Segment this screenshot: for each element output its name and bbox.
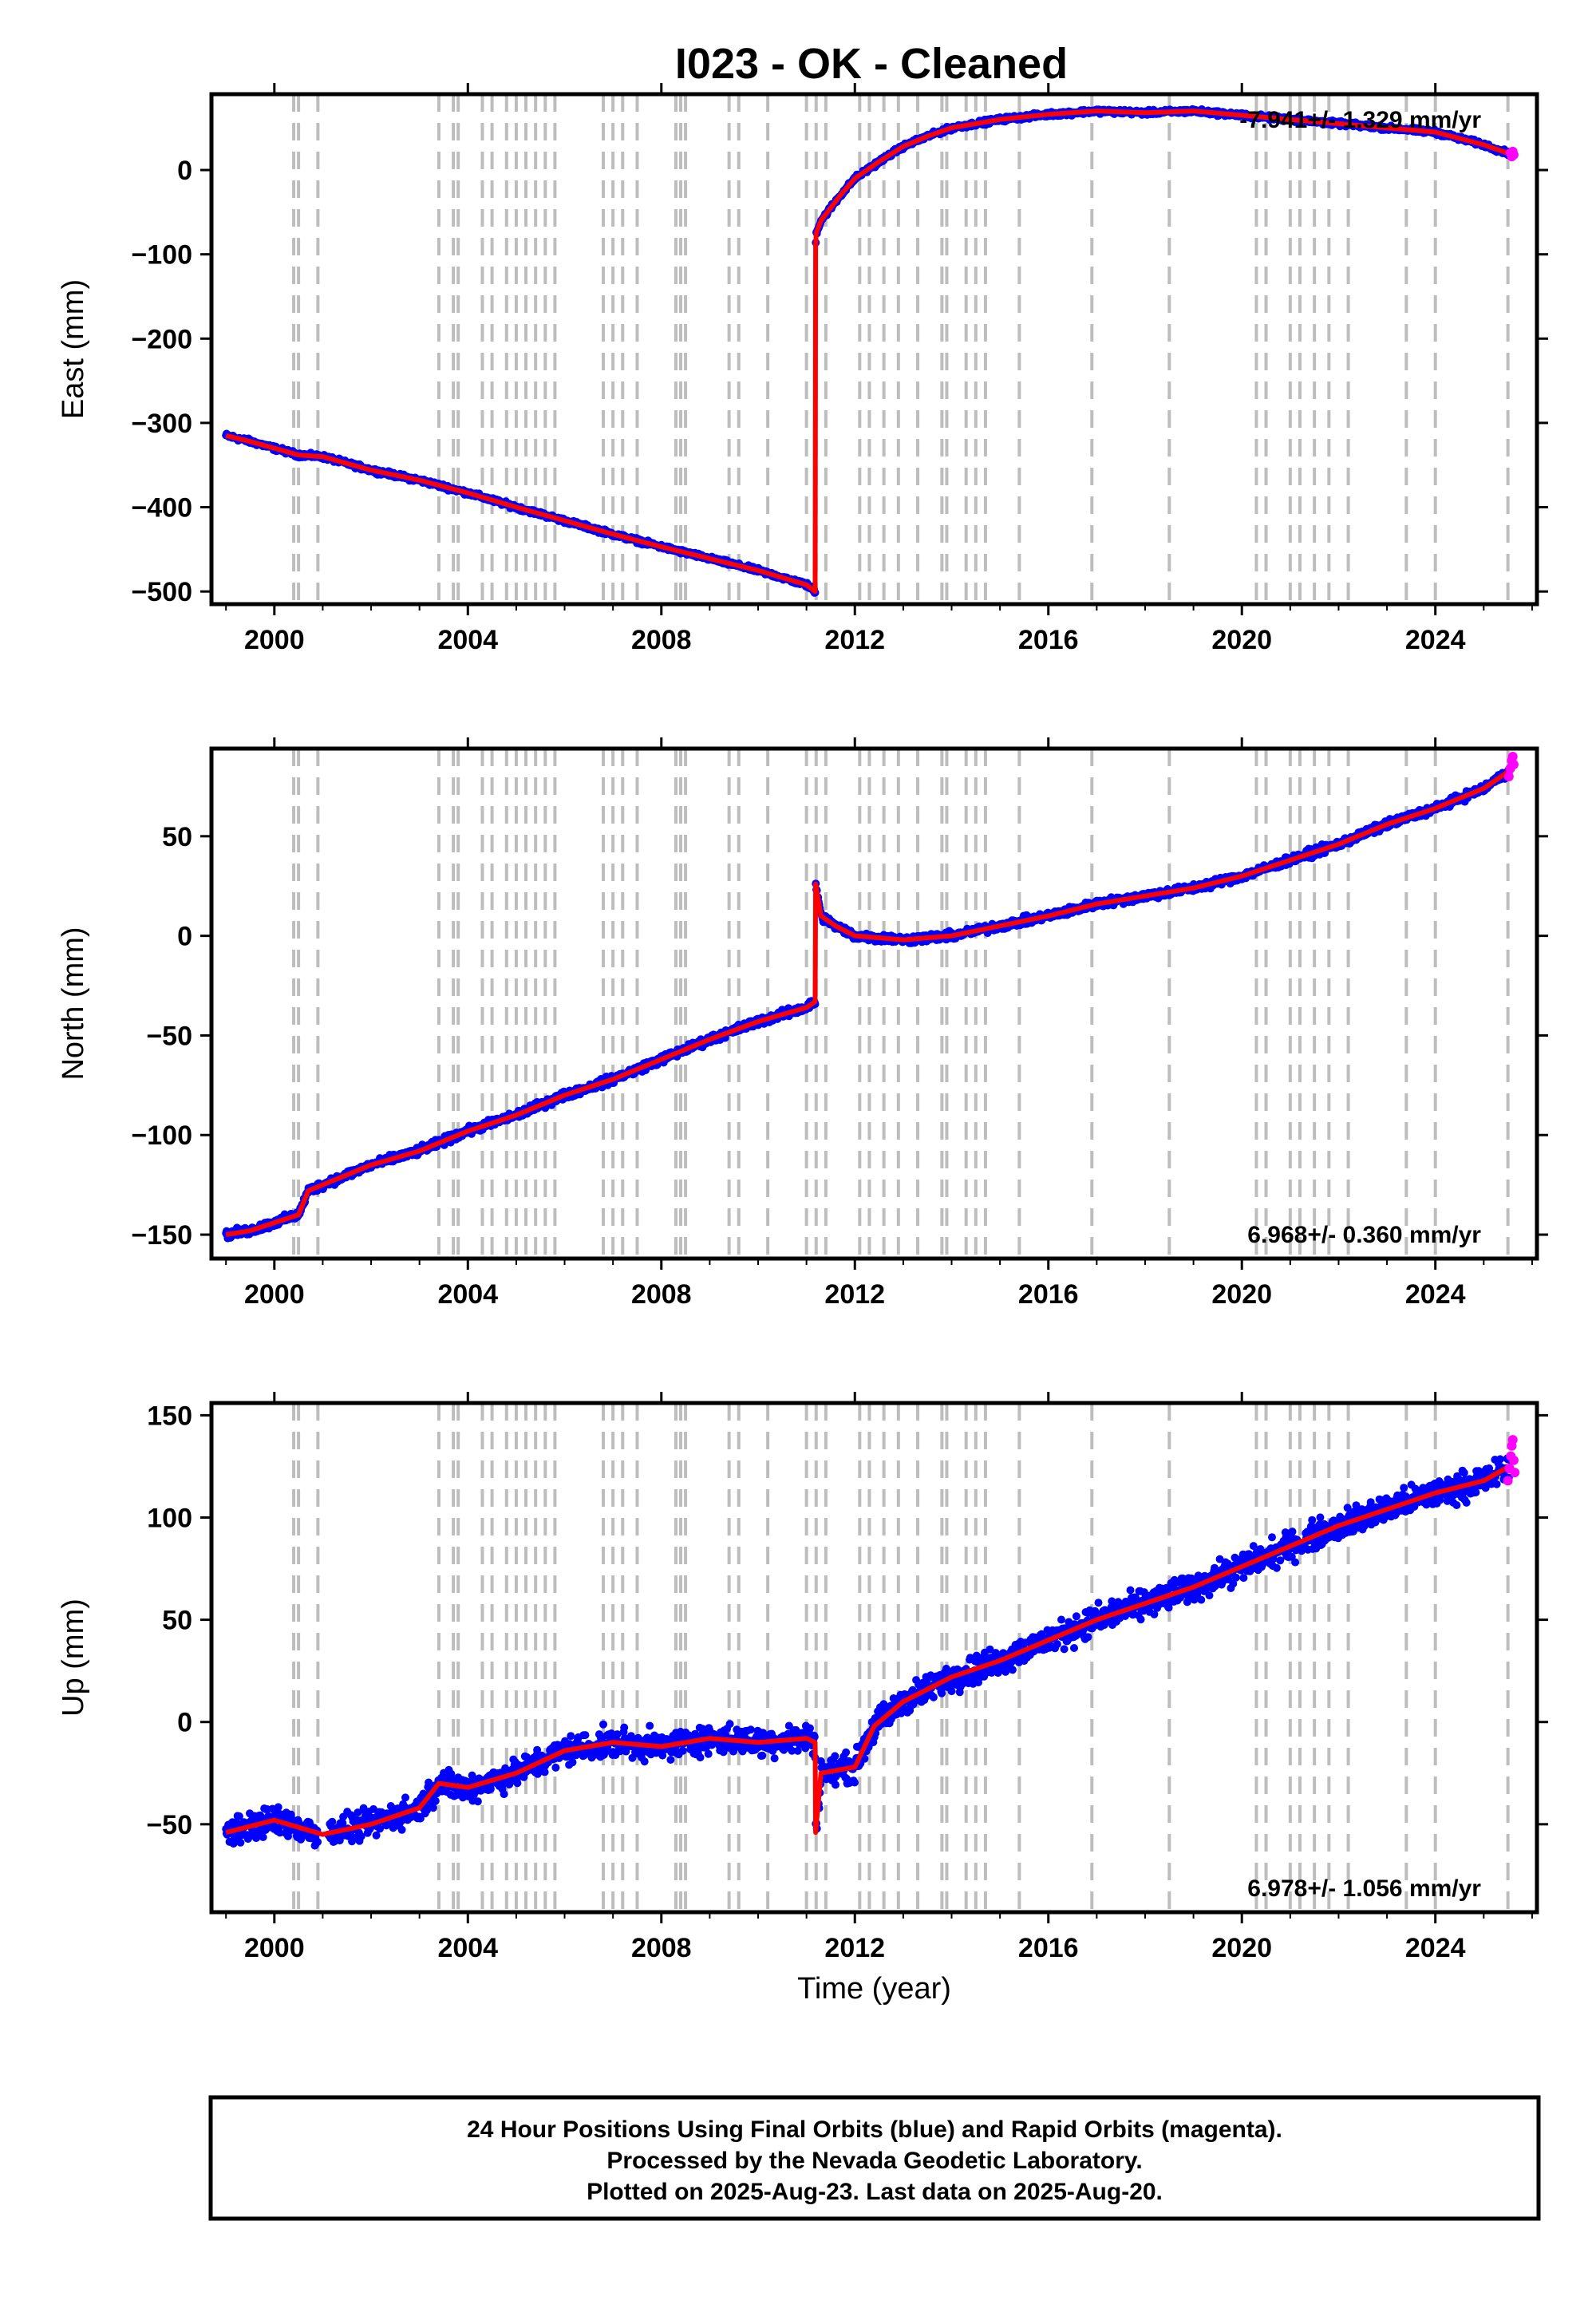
plot-frame <box>209 746 1539 1261</box>
y-tick-label: 50 <box>162 822 192 852</box>
x-tick-label: 2020 <box>1211 1279 1272 1310</box>
y-tick-label: 0 <box>177 156 192 186</box>
x-tick-label: 2024 <box>1405 1279 1466 1310</box>
y-axis-label: North (mm) <box>57 927 90 1080</box>
data-point <box>314 1838 322 1846</box>
data-point <box>338 1819 347 1828</box>
x-tick-label: 2004 <box>437 625 498 655</box>
rapid-orbit-point <box>1508 759 1519 769</box>
x-tick-label: 2000 <box>244 625 305 655</box>
data-point <box>236 1838 245 1847</box>
x-tick-label: 2016 <box>1018 1279 1079 1310</box>
x-tick-label: 2012 <box>824 625 885 655</box>
y-tick-label: −400 <box>131 493 192 524</box>
x-tick-label: 2024 <box>1405 625 1466 655</box>
rate-label: -7.941+/- 1.329 mm/yr <box>1239 107 1481 133</box>
data-point <box>328 1817 337 1826</box>
y-tick-label: −50 <box>146 1021 192 1051</box>
model-line <box>225 109 1514 595</box>
data-point <box>275 1828 284 1837</box>
data-point <box>354 1808 362 1817</box>
data-point <box>335 1836 344 1845</box>
data-point <box>376 1824 384 1833</box>
rate-label: 6.968+/- 0.360 mm/yr <box>1247 1222 1481 1248</box>
y-axis-label: East (mm) <box>57 279 90 419</box>
y-tick-label: −100 <box>131 1120 192 1151</box>
data-point <box>357 1832 365 1840</box>
x-tick-label: 2020 <box>1211 625 1272 655</box>
y-tick-label: −150 <box>131 1220 192 1251</box>
x-tick-label: 2000 <box>244 1279 305 1310</box>
y-tick-label: −500 <box>131 577 192 607</box>
east-panel: 2000 2004 2008 2012 2016 2020 2024 0 −100 −200 −30… <box>57 83 1548 655</box>
x-tick-label: 2012 <box>824 1279 885 1310</box>
plot-area <box>222 94 1519 604</box>
x-tick-label: 2008 <box>631 1279 692 1310</box>
model-line <box>225 766 1515 1237</box>
up-panel: 2000 2004 2008 2012 2016 2020 2024150100500−50… <box>57 1392 1548 2006</box>
y-tick-label: 0 <box>177 922 192 952</box>
data-point <box>235 1812 243 1820</box>
x-tick-label: 2004 <box>437 1279 498 1310</box>
data-point <box>259 1833 267 1841</box>
rapid-orbit-point <box>1507 751 1518 761</box>
x-tick-label: 2008 <box>631 625 692 655</box>
x-tick-label: 2016 <box>1018 625 1079 655</box>
rapid-orbit-point <box>1508 150 1519 160</box>
y-tick-label: −300 <box>131 409 192 439</box>
y-tick-label: −200 <box>131 324 192 354</box>
y-tick-label: −100 <box>131 240 192 271</box>
plot-area <box>222 749 1519 1259</box>
plot-frame <box>209 92 1539 607</box>
north-panel: 2000 2004 2008 2012 2016 2020 2024 50 0 −50 −100 −1… <box>57 737 1548 1310</box>
rapid-orbit-point <box>1503 771 1514 781</box>
plot-area <box>222 1403 1520 1912</box>
data-point <box>372 1831 381 1840</box>
figure-title: I023 - OK - Cleaned <box>675 40 1068 88</box>
data-point <box>274 1803 282 1812</box>
